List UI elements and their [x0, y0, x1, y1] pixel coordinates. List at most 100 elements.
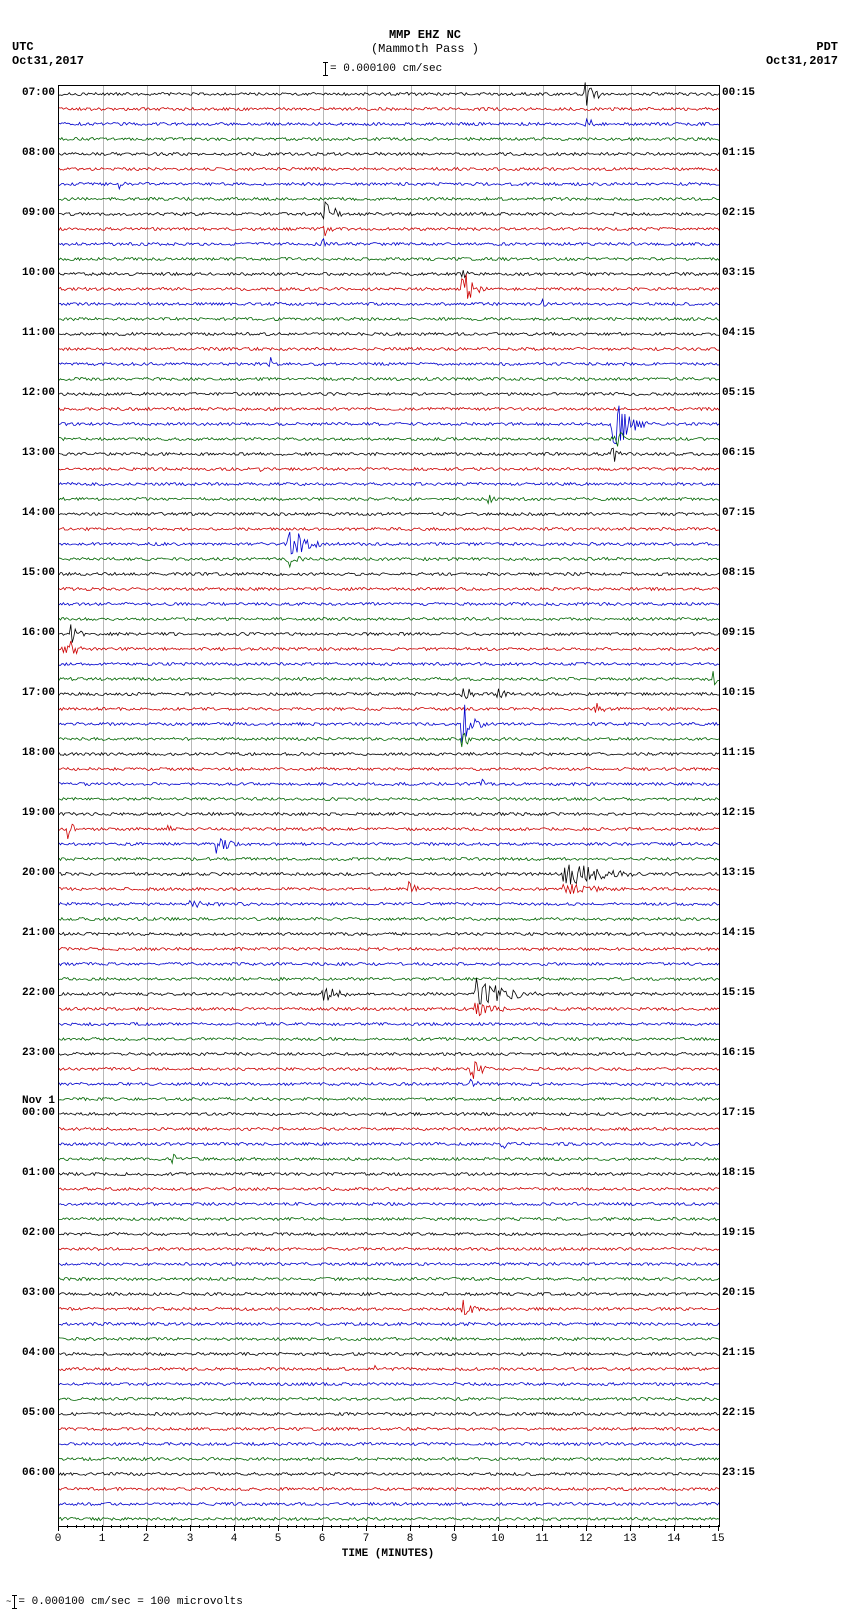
pdt-hour-label: 04:15: [722, 327, 755, 339]
x-tick: [498, 1525, 499, 1531]
x-axis-title: TIME (MINUTES): [58, 1548, 718, 1560]
utc-hour-label: 11:00: [5, 327, 55, 339]
pdt-hour-label: 14:15: [722, 927, 755, 939]
utc-hour-label: 15:00: [5, 567, 55, 579]
x-tick-minor: [208, 1525, 209, 1528]
x-tick: [630, 1525, 631, 1531]
x-tick-label: 9: [451, 1533, 458, 1545]
x-tick-minor: [199, 1525, 200, 1528]
x-tick-minor: [648, 1525, 649, 1528]
x-tick-minor: [533, 1525, 534, 1528]
x-tick: [410, 1525, 411, 1531]
x-tick-minor: [612, 1525, 613, 1528]
x-tick-minor: [348, 1525, 349, 1528]
footer-scale-bar-icon: [14, 1595, 15, 1609]
x-tick-label: 12: [579, 1533, 592, 1545]
pdt-hour-label: 21:15: [722, 1347, 755, 1359]
utc-hour-label: 02:00: [5, 1227, 55, 1239]
x-tick-minor: [269, 1525, 270, 1528]
x-tick-minor: [551, 1525, 552, 1528]
utc-hour-label: 05:00: [5, 1407, 55, 1419]
x-tick-minor: [181, 1525, 182, 1528]
utc-hour-label: 06:00: [5, 1467, 55, 1479]
x-tick-label: 4: [231, 1533, 238, 1545]
x-tick-minor: [516, 1525, 517, 1528]
x-tick: [718, 1525, 719, 1531]
x-tick-minor: [489, 1525, 490, 1528]
x-tick-minor: [260, 1525, 261, 1528]
x-tick-label: 3: [187, 1533, 194, 1545]
utc-hour-label: 16:00: [5, 627, 55, 639]
date-mark: Nov 1: [5, 1095, 55, 1107]
x-tick-minor: [252, 1525, 253, 1528]
x-tick-minor: [507, 1525, 508, 1528]
utc-hour-label: 08:00: [5, 147, 55, 159]
x-tick-minor: [472, 1525, 473, 1528]
utc-hour-label: 03:00: [5, 1287, 55, 1299]
utc-hour-label: 01:00: [5, 1167, 55, 1179]
utc-hour-label: 19:00: [5, 807, 55, 819]
x-tick-label: 0: [55, 1533, 62, 1545]
pdt-hour-label: 00:15: [722, 87, 755, 99]
x-tick-minor: [577, 1525, 578, 1528]
x-tick-minor: [595, 1525, 596, 1528]
x-tick-minor: [120, 1525, 121, 1528]
pdt-hour-label: 10:15: [722, 687, 755, 699]
utc-hour-label: 21:00: [5, 927, 55, 939]
pdt-hour-label: 22:15: [722, 1407, 755, 1419]
utc-hour-label: 04:00: [5, 1347, 55, 1359]
tz-right-zone: PDT: [816, 40, 838, 54]
pdt-hour-label: 03:15: [722, 267, 755, 279]
x-tick-minor: [692, 1525, 693, 1528]
pdt-hour-label: 19:15: [722, 1227, 755, 1239]
utc-hour-label: 09:00: [5, 207, 55, 219]
x-tick-minor: [639, 1525, 640, 1528]
x-tick-label: 7: [363, 1533, 370, 1545]
pdt-hour-label: 13:15: [722, 867, 755, 879]
x-tick: [366, 1525, 367, 1531]
x-tick: [542, 1525, 543, 1531]
pdt-hour-label: 09:15: [722, 627, 755, 639]
x-tick-minor: [225, 1525, 226, 1528]
utc-hour-label: 17:00: [5, 687, 55, 699]
x-tick: [322, 1525, 323, 1531]
pdt-hour-label: 02:15: [722, 207, 755, 219]
x-tick-minor: [700, 1525, 701, 1528]
seismogram-plot: [58, 85, 720, 1527]
x-tick-minor: [111, 1525, 112, 1528]
seismogram-container: UTC Oct31,2017 MMP EHZ NC (Mammoth Pass …: [0, 0, 850, 1613]
x-tick-minor: [76, 1525, 77, 1528]
x-tick-minor: [445, 1525, 446, 1528]
chart-subtitle: (Mammoth Pass ): [371, 42, 479, 56]
x-tick-minor: [401, 1525, 402, 1528]
utc-hour-label: 10:00: [5, 267, 55, 279]
pdt-hour-label: 05:15: [722, 387, 755, 399]
x-tick-minor: [93, 1525, 94, 1528]
x-tick-label: 8: [407, 1533, 414, 1545]
pdt-hour-label: 16:15: [722, 1047, 755, 1059]
tz-right: PDT Oct31,2017: [766, 40, 838, 68]
x-tick-minor: [524, 1525, 525, 1528]
x-tick-minor: [287, 1525, 288, 1528]
footer-scale: ~ = 0.000100 cm/sec = 100 microvolts: [6, 1595, 243, 1609]
x-tick-minor: [313, 1525, 314, 1528]
pdt-hour-label: 17:15: [722, 1107, 755, 1119]
x-tick-minor: [560, 1525, 561, 1528]
x-tick-minor: [216, 1525, 217, 1528]
pdt-hour-label: 08:15: [722, 567, 755, 579]
x-tick-label: 10: [491, 1533, 504, 1545]
x-tick-minor: [304, 1525, 305, 1528]
x-tick-minor: [164, 1525, 165, 1528]
x-tick-minor: [172, 1525, 173, 1528]
x-tick-minor: [428, 1525, 429, 1528]
x-tick-minor: [67, 1525, 68, 1528]
x-tick-label: 1: [99, 1533, 106, 1545]
x-tick-minor: [357, 1525, 358, 1528]
x-tick-label: 5: [275, 1533, 282, 1545]
utc-hour-label: 20:00: [5, 867, 55, 879]
x-tick-minor: [665, 1525, 666, 1528]
utc-hour-label: 13:00: [5, 447, 55, 459]
pdt-hour-label: 18:15: [722, 1167, 755, 1179]
pdt-hour-label: 23:15: [722, 1467, 755, 1479]
pdt-hour-label: 01:15: [722, 147, 755, 159]
